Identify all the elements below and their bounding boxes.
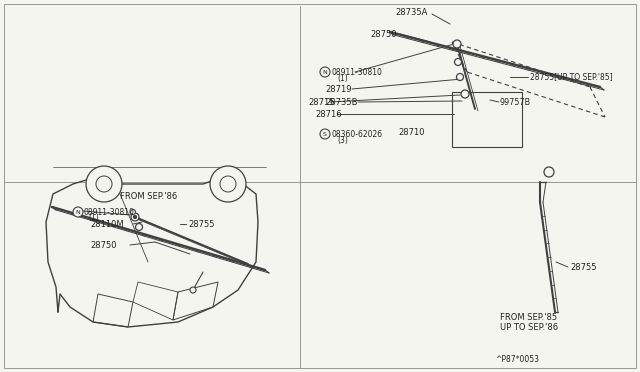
Text: FROM SEP.'86: FROM SEP.'86	[120, 192, 177, 201]
Text: 28716: 28716	[315, 109, 342, 119]
Circle shape	[210, 166, 246, 202]
Text: 28750: 28750	[370, 29, 397, 38]
Circle shape	[134, 215, 136, 218]
Text: 28110M: 28110M	[90, 219, 124, 228]
Text: UP TO SEP.'86: UP TO SEP.'86	[500, 324, 558, 333]
Text: 28755: 28755	[188, 219, 214, 228]
Text: 28735B: 28735B	[325, 97, 358, 106]
Circle shape	[456, 74, 463, 80]
Circle shape	[131, 213, 139, 221]
Bar	[452, 92, 522, 147]
Text: S: S	[323, 131, 327, 137]
Circle shape	[136, 224, 143, 231]
Circle shape	[454, 58, 461, 65]
Circle shape	[453, 40, 461, 48]
Text: 28750: 28750	[90, 241, 116, 250]
Text: 28719: 28719	[325, 84, 351, 93]
Text: 99757B: 99757B	[500, 97, 531, 106]
Text: FROM SEP.'85: FROM SEP.'85	[500, 312, 557, 321]
Text: 28755: 28755	[570, 263, 596, 272]
Text: (1): (1)	[88, 212, 99, 221]
Text: N: N	[76, 209, 81, 215]
Circle shape	[96, 176, 112, 192]
Text: ^P87*0053: ^P87*0053	[495, 356, 539, 365]
Text: (3): (3)	[337, 135, 348, 144]
Text: (1): (1)	[337, 74, 348, 83]
Circle shape	[73, 207, 83, 217]
Circle shape	[320, 67, 330, 77]
Text: 28715: 28715	[308, 97, 335, 106]
Circle shape	[544, 167, 554, 177]
Text: 08360-62026: 08360-62026	[332, 129, 383, 138]
Circle shape	[220, 176, 236, 192]
Text: 28710: 28710	[398, 128, 424, 137]
Text: N: N	[323, 70, 328, 74]
Text: 28755[UP TO SEP.'85]: 28755[UP TO SEP.'85]	[530, 73, 612, 81]
Circle shape	[86, 166, 122, 202]
Circle shape	[320, 129, 330, 139]
Text: 08911-30810: 08911-30810	[84, 208, 135, 217]
Circle shape	[131, 209, 136, 215]
Text: 28735A: 28735A	[395, 7, 428, 16]
Circle shape	[461, 90, 469, 98]
Text: 08911-30810: 08911-30810	[332, 67, 383, 77]
Circle shape	[190, 287, 196, 293]
